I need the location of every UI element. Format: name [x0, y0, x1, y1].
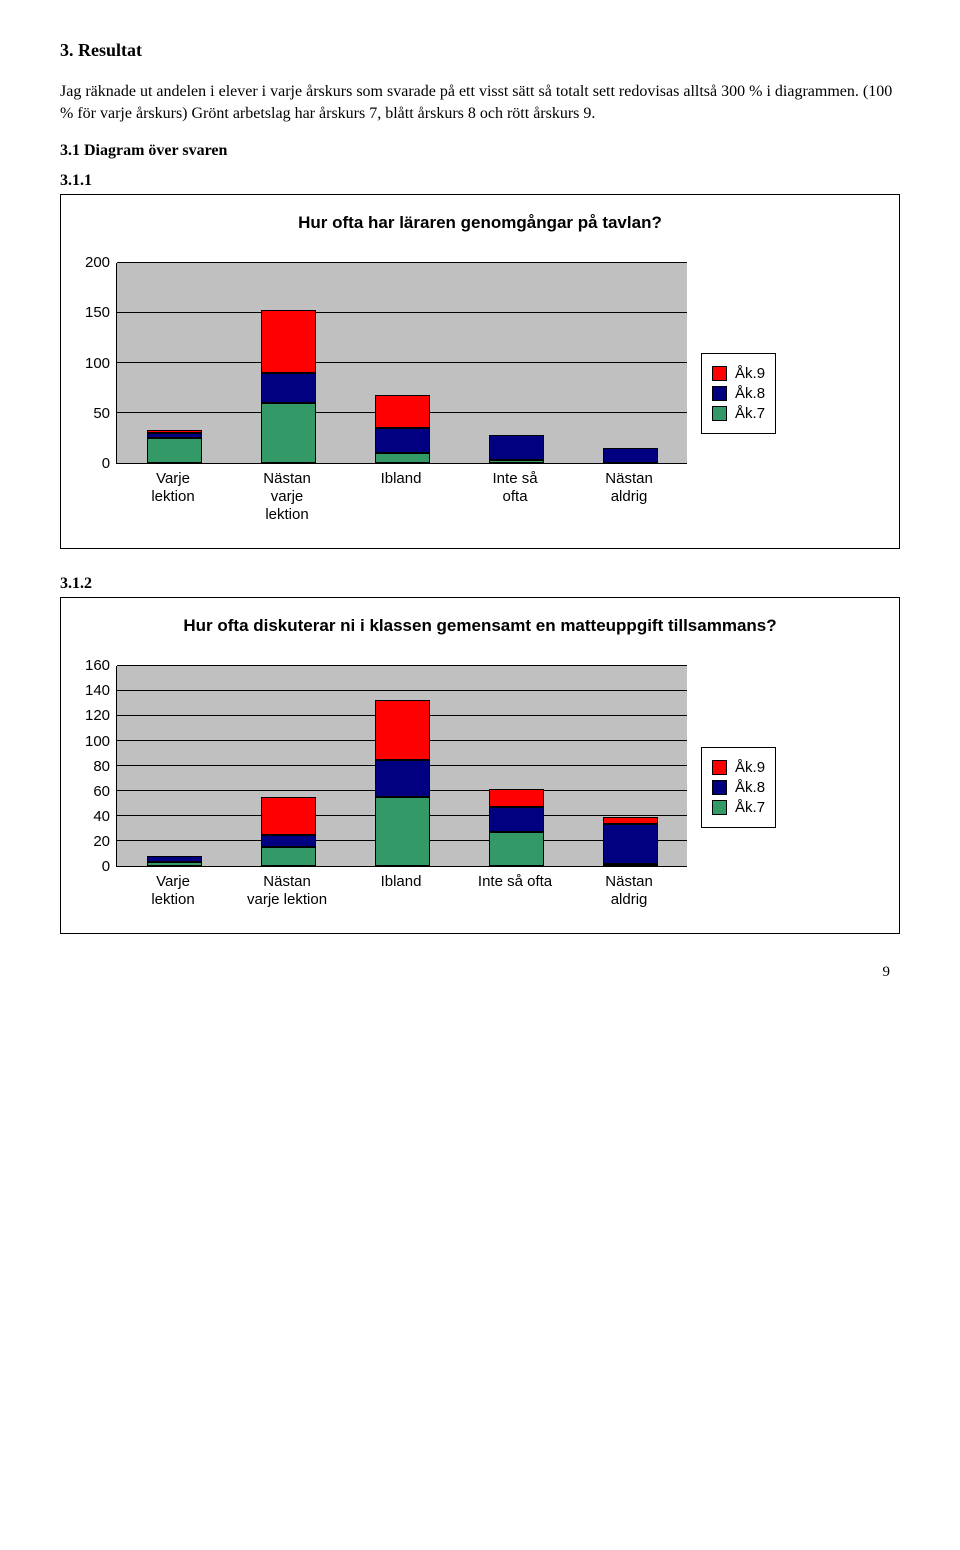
- legend-item: Åk.8: [712, 385, 765, 402]
- gridline: [117, 312, 687, 313]
- chart2-plot: [116, 666, 687, 867]
- bar-segment-ak9: [375, 700, 430, 760]
- legend-label: Åk.8: [735, 779, 765, 796]
- stacked-bar: [489, 435, 544, 463]
- x-tick-label: Varjelektion: [116, 470, 230, 524]
- stacked-bar: [603, 448, 658, 463]
- chart1-xlabels: VarjelektionNästanvarjelektionIblandInte…: [116, 470, 686, 524]
- y-tick-label: 60: [93, 783, 110, 800]
- legend-swatch: [712, 760, 727, 775]
- bar-segment-ak7: [375, 453, 430, 463]
- x-tick-label: Nästanvarje lektion: [230, 873, 344, 909]
- stacked-bar: [261, 310, 316, 463]
- x-tick-label: Inte så ofta: [458, 873, 572, 909]
- legend-swatch: [712, 780, 727, 795]
- x-tick-label: Varjelektion: [116, 873, 230, 909]
- stacked-bar: [375, 700, 430, 866]
- bar-segment-ak7: [261, 847, 316, 866]
- chart2-label: 3.1.2: [60, 575, 900, 593]
- bar-segment-ak9: [261, 310, 316, 373]
- x-tick-label: Ibland: [344, 470, 458, 524]
- y-tick-label: 0: [102, 455, 110, 472]
- page-number: 9: [60, 964, 900, 981]
- bar-segment-ak7: [147, 862, 202, 866]
- gridline: [117, 262, 687, 263]
- legend-item: Åk.7: [712, 405, 765, 422]
- legend-label: Åk.7: [735, 405, 765, 422]
- y-tick-label: 200: [85, 254, 110, 271]
- chart2-title: Hur ofta diskuterar ni i klassen gemensa…: [85, 616, 875, 636]
- bar-segment-ak7: [261, 403, 316, 463]
- x-tick-label: Nästanvarjelektion: [230, 470, 344, 524]
- y-tick-label: 40: [93, 808, 110, 825]
- stacked-bar: [147, 856, 202, 866]
- chart2-legend: Åk.9 Åk.8 Åk.7: [701, 747, 776, 828]
- chart2-xlabels: VarjelektionNästanvarje lektionIblandInt…: [116, 873, 686, 909]
- legend-item: Åk.9: [712, 365, 765, 382]
- bar-segment-ak8: [603, 448, 658, 463]
- y-tick-label: 150: [85, 304, 110, 321]
- bar-segment-ak9: [261, 797, 316, 835]
- stacked-bar: [261, 797, 316, 866]
- bar-segment-ak7: [603, 864, 658, 867]
- y-tick-label: 100: [85, 733, 110, 750]
- gridline: [117, 690, 687, 691]
- x-tick-label: Ibland: [344, 873, 458, 909]
- x-tick-label: Inte såofta: [458, 470, 572, 524]
- legend-item: Åk.9: [712, 759, 765, 776]
- y-tick-label: 0: [102, 858, 110, 875]
- stacked-bar: [603, 817, 658, 866]
- section-heading: 3. Resultat: [60, 40, 900, 61]
- chart1-label: 3.1.1: [60, 172, 900, 190]
- legend-label: Åk.9: [735, 365, 765, 382]
- y-tick-label: 100: [85, 355, 110, 372]
- bar-segment-ak8: [261, 835, 316, 848]
- gridline: [117, 362, 687, 363]
- x-tick-label: Nästanaldrig: [572, 470, 686, 524]
- intro-paragraph: Jag räknade ut andelen i elever i varje …: [60, 81, 900, 124]
- legend-label: Åk.9: [735, 759, 765, 776]
- chart1-ylabels: 200 150 100 50 0: [85, 254, 116, 472]
- chart1-card: Hur ofta har läraren genomgångar på tavl…: [60, 194, 900, 549]
- y-tick-label: 50: [93, 405, 110, 422]
- stacked-bar: [147, 430, 202, 463]
- stacked-bar: [375, 395, 430, 463]
- legend-swatch: [712, 366, 727, 381]
- bar-segment-ak9: [375, 395, 430, 428]
- x-tick-label: Nästanaldrig: [572, 873, 686, 909]
- legend-swatch: [712, 800, 727, 815]
- legend-item: Åk.8: [712, 779, 765, 796]
- bar-segment-ak8: [489, 807, 544, 832]
- chart2-ylabels: 160 140 120 100 80 60 40 20 0: [85, 657, 116, 875]
- chart1-legend: Åk.9 Åk.8 Åk.7: [701, 353, 776, 434]
- bar-segment-ak9: [489, 789, 544, 808]
- y-tick-label: 80: [93, 758, 110, 775]
- legend-swatch: [712, 406, 727, 421]
- bar-segment-ak7: [147, 438, 202, 463]
- bar-segment-ak8: [375, 428, 430, 453]
- bar-segment-ak7: [489, 460, 544, 463]
- legend-label: Åk.7: [735, 799, 765, 816]
- legend-swatch: [712, 386, 727, 401]
- y-tick-label: 160: [85, 657, 110, 674]
- y-tick-label: 140: [85, 682, 110, 699]
- chart1-plot: [116, 263, 687, 464]
- bar-segment-ak8: [489, 435, 544, 460]
- legend-label: Åk.8: [735, 385, 765, 402]
- bar-segment-ak8: [261, 373, 316, 403]
- chart2-card: Hur ofta diskuterar ni i klassen gemensa…: [60, 597, 900, 934]
- chart1-title: Hur ofta har läraren genomgångar på tavl…: [85, 213, 875, 233]
- y-tick-label: 120: [85, 707, 110, 724]
- stacked-bar: [489, 789, 544, 867]
- gridline: [117, 665, 687, 666]
- bar-segment-ak7: [489, 832, 544, 866]
- y-tick-label: 20: [93, 833, 110, 850]
- subsection-heading: 3.1 Diagram över svaren: [60, 142, 900, 160]
- bar-segment-ak8: [603, 824, 658, 864]
- legend-item: Åk.7: [712, 799, 765, 816]
- bar-segment-ak8: [375, 760, 430, 798]
- bar-segment-ak7: [375, 797, 430, 866]
